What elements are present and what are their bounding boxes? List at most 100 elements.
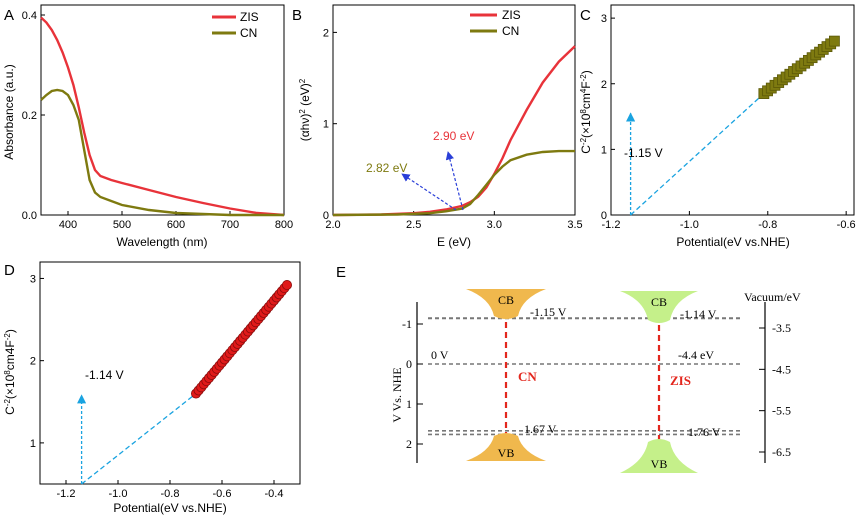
panel-d-ytick-label: 2 bbox=[30, 356, 36, 368]
panel-d-label: D bbox=[4, 262, 15, 279]
cn-vb-label: 1.67 V bbox=[524, 422, 557, 436]
panel-d-ylabel: C-2(×108cm4F-2) bbox=[3, 329, 18, 415]
panel-c-xtick-label: -1.0 bbox=[680, 219, 699, 231]
nhe-tick-label: 0 bbox=[406, 357, 412, 371]
panel-b: B 2.0 2.5 3.0 3.5 0 1 2 ZIS CN 2.90 eV 2.82 eV… bbox=[292, 4, 583, 249]
panel-c-ytick-label: 1 bbox=[601, 144, 607, 156]
panel-c-xtick-label: -1.2 bbox=[602, 219, 621, 231]
zis-cb-text: CB bbox=[651, 295, 667, 309]
vacuum-tick-label: -3.5 bbox=[772, 321, 791, 335]
panel-a-ylabel: Absorbance (a.u.) bbox=[2, 64, 16, 159]
panel-c-fit-line bbox=[630, 93, 765, 216]
legend-zis-label: ZIS bbox=[240, 10, 259, 24]
panel-c-xtick-label: -0.6 bbox=[837, 219, 856, 231]
panel-b-ytick-label: 1 bbox=[323, 119, 329, 131]
zis-cb-label: -1.14 V bbox=[680, 307, 717, 321]
series-zis-line bbox=[40, 16, 285, 217]
panel-d-xtick-label: -1.0 bbox=[109, 488, 128, 500]
cn-cb-text: CB bbox=[498, 293, 514, 307]
panel-a-xtick-label: 400 bbox=[59, 219, 77, 231]
vacuum-ref-label: -4.4 eV bbox=[678, 348, 714, 362]
panel-d-ytick-label: 1 bbox=[30, 438, 36, 450]
panel-a-xlabel: Wavelength (nm) bbox=[117, 235, 208, 249]
cn-vb-band bbox=[466, 433, 546, 461]
vacuum-tick-label: -4.5 bbox=[772, 362, 791, 376]
cn-cb-label: -1.15 V bbox=[530, 305, 567, 319]
panel-d-annotation: -1.14 V bbox=[85, 368, 124, 382]
panel-b-xtick-label: 2.5 bbox=[406, 219, 421, 231]
cn-vb-text: VB bbox=[498, 446, 515, 460]
panel-d-xlabel: Potential(eV vs.NHE) bbox=[113, 501, 226, 515]
panel-a-xtick-label: 600 bbox=[167, 219, 185, 231]
panel-a-ytick-label: 0.4 bbox=[22, 10, 37, 22]
zero-label: 0 V bbox=[431, 348, 449, 362]
panel-c-xtick-label: -0.8 bbox=[758, 219, 777, 231]
panel-a-ytick-label: 0.2 bbox=[22, 110, 37, 122]
vacuum-axis-label: Vacuum/eV bbox=[744, 290, 801, 304]
nhe-tick-label: 1 bbox=[406, 397, 412, 411]
panel-d-xtick-label: -1.2 bbox=[57, 488, 76, 500]
panel-b-xlabel: E (eV) bbox=[437, 235, 471, 249]
bandgap-zis-arrow bbox=[445, 151, 464, 211]
panel-c-xlabel: Potential(eV vs.NHE) bbox=[676, 235, 789, 249]
bandgap-zis-annotation: 2.90 eV bbox=[433, 129, 474, 143]
panel-c-ytick-label: 2 bbox=[601, 79, 607, 91]
panel-b-xtick-label: 2.0 bbox=[325, 219, 340, 231]
panel-b-label: B bbox=[292, 7, 302, 24]
panel-b-ytick-label: 2 bbox=[323, 27, 329, 39]
panel-e: E -1 0 1 2 V Vs. NHE -3.5 -4.5 -5.5 -6.5 Vacuu… bbox=[336, 264, 801, 473]
zis-vb-text: VB bbox=[651, 457, 668, 471]
panel-b-xtick-label: 3.0 bbox=[487, 219, 502, 231]
panel-c-frame bbox=[610, 4, 855, 216]
panel-d-fit-line bbox=[81, 393, 197, 485]
nhe-axis-label: V Vs. NHE bbox=[390, 367, 404, 422]
panel-c: C -1.2 -1.0 -0.8 -0.6 0 1 2 3 -1.15 V Potential… bbox=[579, 4, 856, 249]
bandgap-cn-annotation: 2.82 eV bbox=[366, 161, 407, 175]
panel-b-ytick-label: 0 bbox=[323, 210, 329, 222]
panel-b-xtick-label: 3.5 bbox=[567, 219, 582, 231]
zis-cb-band bbox=[620, 291, 698, 323]
bandgap-cn-arrow bbox=[401, 173, 457, 211]
panel-a-legend: ZIS CN bbox=[212, 10, 259, 40]
panel-a-xtick-label: 500 bbox=[113, 219, 131, 231]
panel-a: A 400 500 600 700 800 0.0 0.2 0.4 ZIS CN Wavele… bbox=[2, 4, 293, 249]
panel-a-ytick-label: 0.0 bbox=[22, 210, 37, 222]
panel-a-xtick-label: 800 bbox=[275, 219, 293, 231]
series-cn-line bbox=[332, 149, 575, 217]
panel-d-ytick-label: 3 bbox=[30, 273, 36, 285]
zis-name: ZIS bbox=[670, 373, 691, 388]
panel-a-xtick-label: 700 bbox=[221, 219, 239, 231]
panel-d-data-point bbox=[281, 280, 292, 291]
panel-d-frame bbox=[39, 261, 301, 485]
panel-b-ylabel: (αhν)2 (eV)2 bbox=[298, 78, 313, 141]
nhe-tick-label: -1 bbox=[402, 317, 412, 331]
panel-b-frame bbox=[332, 4, 576, 216]
panel-d: D -1.2 -1.0 -0.8 -0.6 -0.4 1 2 3 -1.14 V Potent… bbox=[3, 261, 301, 515]
panel-a-label: A bbox=[4, 7, 14, 24]
vacuum-tick-label: -5.5 bbox=[772, 404, 791, 418]
legend-zis-label: ZIS bbox=[502, 8, 521, 22]
panel-c-ytick-label: 0 bbox=[601, 210, 607, 222]
panel-c-ylabel: C-2(×108cm4F-2) bbox=[579, 70, 594, 154]
panel-d-xtick-label: -0.4 bbox=[265, 488, 284, 500]
zis-vb-label: 1.76 V bbox=[688, 425, 721, 439]
legend-cn-label: CN bbox=[502, 24, 519, 38]
cn-cb-band bbox=[466, 289, 546, 319]
vacuum-tick-label: -6.5 bbox=[772, 445, 791, 459]
panel-d-xtick-label: -0.6 bbox=[213, 488, 232, 500]
nhe-tick-label: 2 bbox=[406, 437, 412, 451]
panel-a-frame bbox=[40, 4, 285, 216]
panel-c-ytick-label: 3 bbox=[601, 13, 607, 25]
panel-e-label: E bbox=[336, 264, 346, 281]
legend-cn-label: CN bbox=[240, 26, 257, 40]
energy-levels bbox=[428, 317, 740, 436]
zis-vb-band bbox=[620, 439, 698, 473]
panel-c-annotation: -1.15 V bbox=[624, 146, 663, 160]
series-cn-line bbox=[40, 88, 284, 217]
panel-c-label: C bbox=[580, 7, 591, 24]
panel-d-xtick-label: -0.8 bbox=[161, 488, 180, 500]
panel-b-legend: ZIS CN bbox=[470, 8, 521, 38]
cn-name: CN bbox=[518, 369, 537, 384]
panel-c-data-point bbox=[829, 35, 840, 47]
